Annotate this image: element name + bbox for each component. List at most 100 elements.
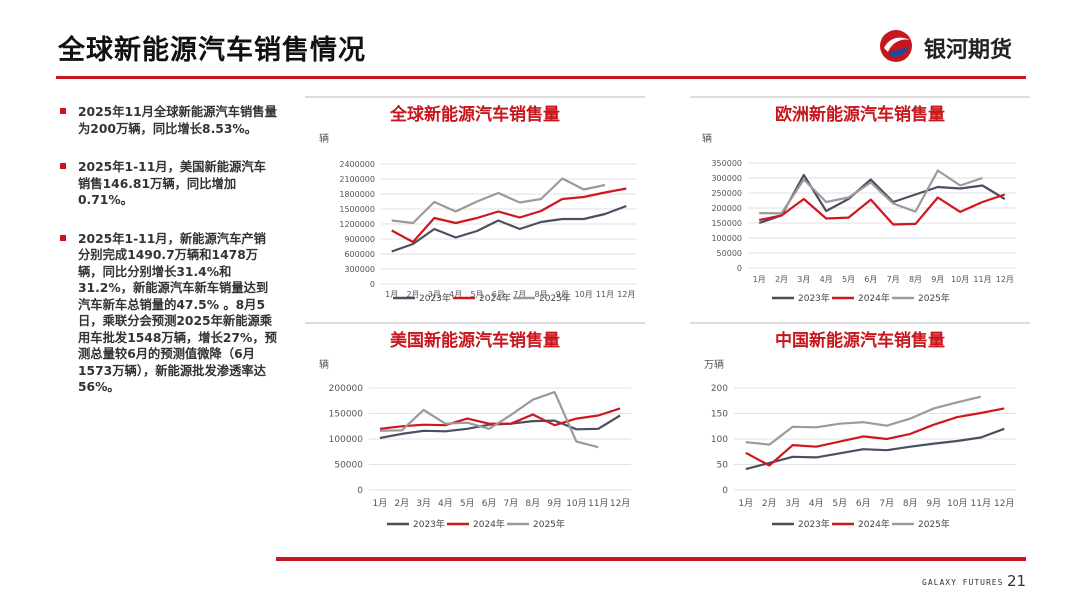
x-tick-label: 9月 xyxy=(547,498,562,509)
x-tick-label: 10月 xyxy=(566,498,586,509)
series-line-2025年 xyxy=(379,390,599,449)
legend-label: 2025年 xyxy=(533,518,565,530)
footer-brand: GALAXY FUTURES xyxy=(922,578,1004,587)
y-tick-label: 1200000 xyxy=(339,220,375,229)
y-tick-label: 1500000 xyxy=(339,205,375,214)
legend-label: 2024年 xyxy=(473,518,505,530)
series-line-2025年 xyxy=(745,395,982,446)
y-tick-label: 0 xyxy=(737,264,742,273)
x-tick-label: 3月 xyxy=(416,498,431,509)
x-tick-label: 3月 xyxy=(428,290,441,299)
series-line-2023年 xyxy=(379,414,621,440)
x-tick-label: 5月 xyxy=(460,498,475,509)
x-tick-label: 2月 xyxy=(394,498,409,509)
x-tick-label: 7月 xyxy=(504,498,519,509)
x-tick-label: 10月 xyxy=(575,290,593,299)
series-line-2024年 xyxy=(391,187,627,244)
x-tick-label: 6月 xyxy=(492,290,505,299)
series-line-2024年 xyxy=(758,193,1006,226)
x-tick-label: 11月 xyxy=(973,275,991,284)
x-tick-label: 12月 xyxy=(610,498,630,509)
series-line-2023年 xyxy=(391,204,627,253)
x-tick-label: 3月 xyxy=(785,498,800,509)
x-tick-label: 12月 xyxy=(617,290,635,299)
chart-unit-label: 辆 xyxy=(319,132,329,145)
bullet-square-icon xyxy=(60,163,66,169)
x-tick-label: 11月 xyxy=(596,290,614,299)
x-tick-label: 1月 xyxy=(753,275,766,284)
legend-label: 2025年 xyxy=(918,292,950,304)
x-tick-label: 7月 xyxy=(879,498,894,509)
x-tick-label: 8月 xyxy=(903,498,918,509)
bullet-list: 2025年11月全球新能源汽车销售量为200万辆，同比增长8.53%。 2025… xyxy=(58,104,278,418)
chart-europe: 欧洲新能源汽车销售量辆 0 50000 100000 150000 200000 25000… xyxy=(690,96,1030,316)
y-tick-label: 300000 xyxy=(344,265,375,274)
chart-global: 全球新能源汽车销售量辆 0 300000 600000 900000 1200000 150… xyxy=(305,96,645,316)
x-tick-label: 5月 xyxy=(470,290,483,299)
x-tick-label: 4月 xyxy=(438,498,453,509)
bullet-square-icon xyxy=(60,234,66,241)
x-tick-label: 10月 xyxy=(947,498,967,509)
x-tick-label: 9月 xyxy=(556,290,569,299)
x-tick-label: 6月 xyxy=(856,498,871,509)
footer-divider xyxy=(276,557,1026,561)
x-tick-label: 4月 xyxy=(809,498,824,509)
series-line-2025年 xyxy=(391,177,606,225)
x-tick-label: 11月 xyxy=(588,498,608,509)
x-tick-label: 4月 xyxy=(449,290,462,299)
y-tick-label: 100000 xyxy=(711,234,742,243)
series-line-2023年 xyxy=(745,427,1005,471)
logo-text: 银河期货 xyxy=(924,38,1013,63)
x-tick-label: 8月 xyxy=(534,290,547,299)
bullet-square-icon xyxy=(60,108,66,114)
y-tick-label: 900000 xyxy=(344,235,375,244)
y-tick-label: 200000 xyxy=(711,204,742,213)
x-tick-label: 8月 xyxy=(525,498,540,509)
x-tick-label: 2月 xyxy=(775,275,788,284)
bullet-text: 2025年1-11月，新能源汽车产销分别完成1490.7万辆和1478万辆，同比… xyxy=(78,231,277,395)
y-tick-label: 0 xyxy=(357,486,363,496)
y-tick-label: 50000 xyxy=(717,249,742,258)
y-tick-label: 200000 xyxy=(329,384,364,394)
y-tick-label: 300000 xyxy=(711,174,742,183)
x-tick-label: 5月 xyxy=(832,498,847,509)
bullet-text: 2025年11月全球新能源汽车销售量为200万辆，同比增长8.53%。 xyxy=(78,105,277,136)
y-tick-label: 2100000 xyxy=(339,175,375,184)
chart-title: 欧洲新能源汽车销售量 xyxy=(775,104,945,125)
x-tick-label: 11月 xyxy=(971,498,991,509)
x-tick-label: 9月 xyxy=(926,498,941,509)
chart-unit-label: 辆 xyxy=(702,132,712,145)
chart-unit-label: 万辆 xyxy=(704,358,724,371)
x-tick-label: 5月 xyxy=(842,275,855,284)
y-tick-label: 1800000 xyxy=(339,190,375,199)
y-tick-label: 600000 xyxy=(344,250,375,259)
header-divider xyxy=(56,76,1026,79)
series-line-2023年 xyxy=(758,173,1006,225)
x-tick-label: 6月 xyxy=(482,498,497,509)
x-tick-label: 7月 xyxy=(513,290,526,299)
x-tick-label: 3月 xyxy=(797,275,810,284)
legend-label: 2023年 xyxy=(419,292,451,304)
chart-title: 美国新能源汽车销售量 xyxy=(390,330,560,351)
legend-label: 2023年 xyxy=(798,292,830,304)
x-tick-label: 12月 xyxy=(994,498,1014,509)
y-tick-label: 150000 xyxy=(711,219,742,228)
bullet-item: 2025年1-11月，美国新能源汽车销售146.81万辆，同比增加0.71%。 xyxy=(58,159,278,209)
x-tick-label: 12月 xyxy=(996,275,1014,284)
x-tick-label: 8月 xyxy=(909,275,922,284)
y-tick-label: 250000 xyxy=(711,189,742,198)
series-line-2025年 xyxy=(759,169,983,215)
bullet-text: 2025年1-11月，美国新能源汽车销售146.81万辆，同比增加0.71%。 xyxy=(78,160,266,207)
y-tick-label: 350000 xyxy=(711,159,742,168)
y-tick-label: 50000 xyxy=(334,461,363,471)
bullet-item: 2025年1-11月，新能源汽车产销分别完成1490.7万辆和1478万辆，同比… xyxy=(58,231,278,396)
galaxy-futures-logo xyxy=(880,30,912,62)
x-tick-label: 1月 xyxy=(738,498,753,509)
x-tick-label: 9月 xyxy=(931,275,944,284)
x-tick-label: 4月 xyxy=(820,275,833,284)
y-tick-label: 150000 xyxy=(329,410,364,420)
